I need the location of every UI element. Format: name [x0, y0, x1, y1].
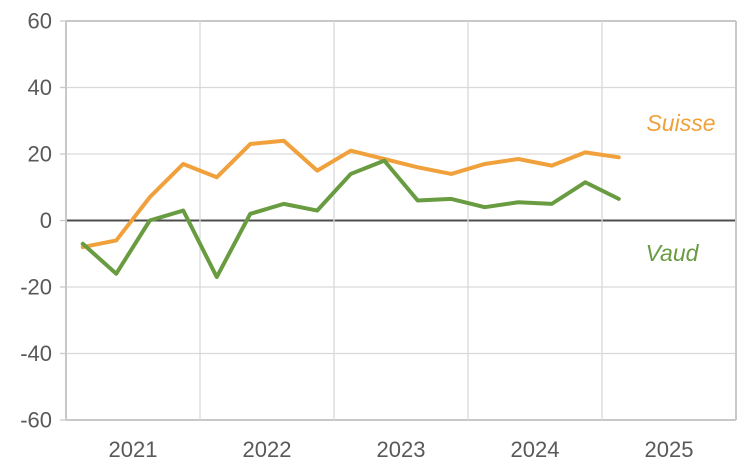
y-tick-label: -20 [20, 275, 52, 300]
x-tick-label: 2025 [645, 437, 694, 462]
series-layer [80, 138, 621, 280]
x-tick-label: 2021 [109, 437, 158, 462]
x-tick-label: 2023 [377, 437, 426, 462]
grid-layer [60, 20, 737, 421]
series-label-vaud: Vaud [646, 240, 700, 266]
series-label-suisse: Suisse [646, 110, 715, 136]
y-tick-label: -40 [20, 341, 52, 366]
y-tick-label: 0 [40, 208, 52, 233]
vaud-line [80, 158, 621, 280]
y-tick-label: 40 [28, 75, 52, 100]
y-tick-label: 20 [28, 142, 52, 167]
suisse-line [80, 138, 621, 250]
y-tick-label: 60 [28, 9, 52, 34]
axis-labels-layer: 60 40 20 0 -20 -40 -60 2021 2022 2023 2024 2025 [20, 9, 693, 463]
y-tick-label: -60 [20, 408, 52, 433]
x-tick-label: 2024 [511, 437, 560, 462]
x-tick-label: 2022 [243, 437, 292, 462]
